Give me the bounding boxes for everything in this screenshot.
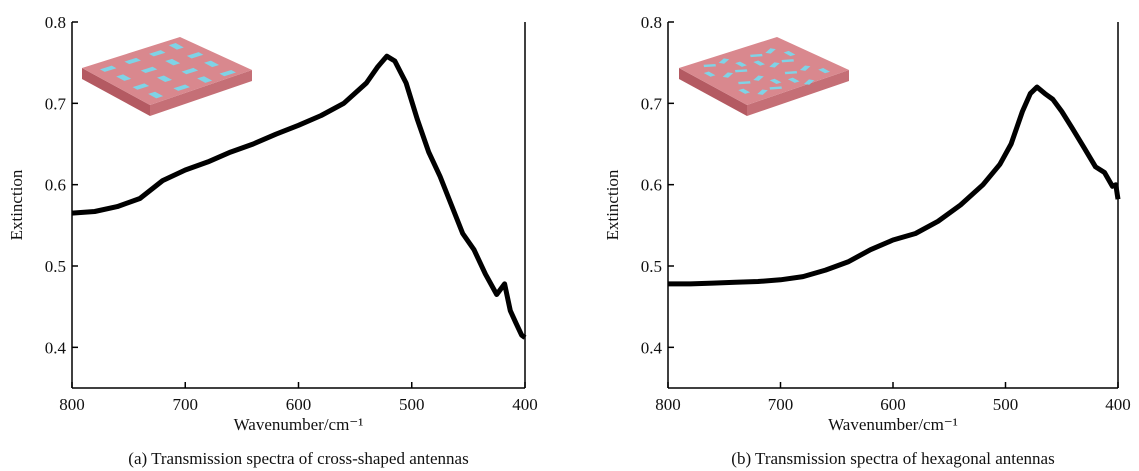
y-axis-label: Extinction: [603, 169, 622, 240]
y-axis-label: Extinction: [7, 169, 26, 240]
spectrum-line: [668, 84, 1121, 287]
y-tick-label: 0.5: [641, 257, 662, 276]
inset-b: [679, 37, 849, 116]
x-axis-label: Wavenumber/cm⁻¹: [828, 415, 958, 434]
spectrum-line: [71, 53, 527, 340]
caption: (a) Transmission spectra of cross-shaped…: [128, 449, 468, 468]
x-tick-label: 700: [768, 395, 794, 414]
y-tick-label: 0.8: [45, 13, 66, 32]
caption: (b) Transmission spectra of hexagonal an…: [731, 449, 1054, 468]
x-tick-label: 500: [993, 395, 1019, 414]
y-tick-label: 0.6: [641, 176, 662, 195]
y-tick-label: 0.8: [641, 13, 662, 32]
x-tick-label: 600: [880, 395, 906, 414]
y-tick-label: 0.4: [641, 338, 663, 357]
x-tick-label: 500: [399, 395, 425, 414]
x-tick-label: 600: [286, 395, 312, 414]
y-tick-label: 0.4: [45, 338, 67, 357]
inset-a: [82, 37, 252, 116]
y-tick-label: 0.7: [641, 94, 663, 113]
y-tick-label: 0.5: [45, 257, 66, 276]
x-tick-label: 800: [59, 395, 85, 414]
x-tick-label: 400: [512, 395, 538, 414]
y-tick-label: 0.6: [45, 176, 66, 195]
y-tick-label: 0.7: [45, 94, 67, 113]
x-tick-label: 400: [1105, 395, 1131, 414]
x-tick-label: 700: [173, 395, 199, 414]
x-tick-label: 800: [655, 395, 681, 414]
x-axis-label: Wavenumber/cm⁻¹: [234, 415, 364, 434]
